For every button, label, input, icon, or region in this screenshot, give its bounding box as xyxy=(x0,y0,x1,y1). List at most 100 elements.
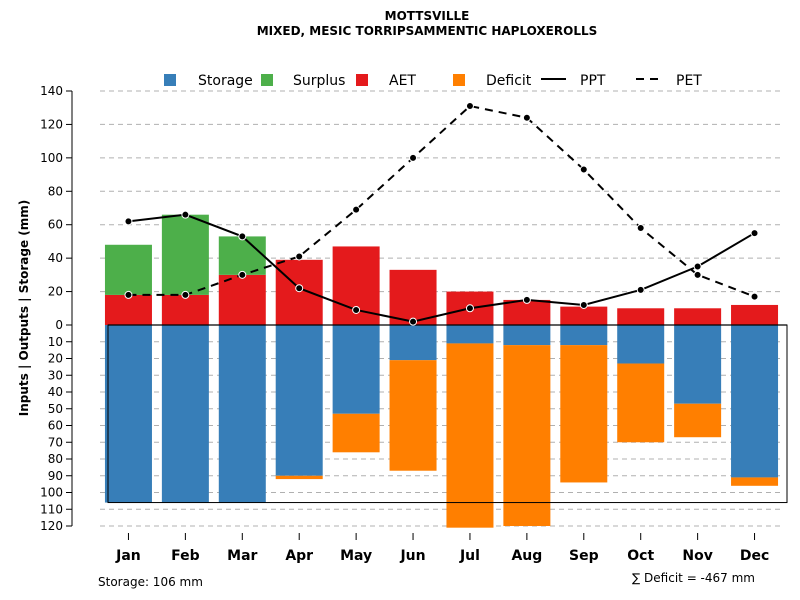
aet-bar xyxy=(161,294,209,325)
storage-bar xyxy=(104,325,152,503)
x-tick-label: Oct xyxy=(627,548,654,564)
bars xyxy=(104,214,788,528)
legend-swatch xyxy=(356,74,368,86)
ppt-point xyxy=(124,217,133,226)
ppt-point xyxy=(465,304,474,313)
legend-swatch xyxy=(453,74,465,86)
y-tick-label: 60 xyxy=(48,218,63,232)
ppt-point xyxy=(181,210,190,219)
aet-bar xyxy=(617,308,665,325)
pet-point xyxy=(636,224,645,233)
legend-label: Storage xyxy=(198,73,253,89)
y-tick-label: 30 xyxy=(48,368,63,382)
deficit-bar xyxy=(389,360,437,471)
pet-point xyxy=(352,205,361,214)
deficit-bar xyxy=(560,345,608,483)
surplus-bar xyxy=(104,244,152,295)
ppt-line xyxy=(128,213,756,323)
y-tick-label: 40 xyxy=(48,385,63,399)
aet-bar xyxy=(275,259,323,325)
x-tick-label: Mar xyxy=(227,548,257,564)
surplus-bar xyxy=(218,236,266,275)
storage-bar xyxy=(161,325,209,503)
y-tick-label: 70 xyxy=(48,435,63,449)
storage-note: Storage: 106 mm xyxy=(98,575,203,589)
deficit-note: ∑ Deficit = -467 mm xyxy=(632,571,755,585)
y-tick-label: 100 xyxy=(40,151,63,165)
storage-bar xyxy=(446,325,494,344)
y-tick-label: 40 xyxy=(48,251,63,265)
ppt-point xyxy=(579,300,588,309)
storage-bar xyxy=(275,325,323,476)
x-tick-label: Dec xyxy=(740,548,769,564)
ppt-point xyxy=(295,284,304,293)
storage-bar xyxy=(674,325,722,404)
surplus-bar xyxy=(161,214,209,295)
y-tick-label: 20 xyxy=(48,352,63,366)
legend-swatch xyxy=(164,74,176,86)
ppt-point xyxy=(693,262,702,271)
y-axis: 0 20 40 60 80 100 120 140 10 20 30 40 50 60 70 80 90 100 1… xyxy=(40,84,73,533)
x-tick-label: Apr xyxy=(285,548,313,564)
y-tick-label: 140 xyxy=(40,84,63,98)
aet-bar xyxy=(674,308,722,325)
pet-point xyxy=(522,113,531,122)
pet-point xyxy=(750,292,759,301)
legend-label: Surplus xyxy=(293,73,345,89)
aet-bar xyxy=(389,269,437,325)
chart-subtitle: MIXED, MESIC TORRIPSAMMENTIC HAPLOXEROLL… xyxy=(257,24,598,38)
x-tick-label: Nov xyxy=(682,548,712,564)
deficit-bar xyxy=(332,413,380,453)
pet-point xyxy=(409,153,418,162)
y-tick-label: 110 xyxy=(40,502,63,516)
x-tick-label: Jan xyxy=(115,548,141,564)
legend-label: PET xyxy=(676,73,702,89)
y-tick-label: 80 xyxy=(48,184,63,198)
deficit-bar xyxy=(731,477,779,486)
storage-bar xyxy=(389,325,437,361)
y-tick-label: 80 xyxy=(48,452,63,466)
ppt-point xyxy=(522,295,531,304)
x-tick-label: Jun xyxy=(399,548,425,564)
aet-bar xyxy=(218,274,266,325)
x-tick-label: May xyxy=(340,548,372,564)
y-axis-label: Inputs | Outputs | Storage (mm) xyxy=(17,200,31,417)
deficit-bar xyxy=(674,403,722,438)
deficit-bar xyxy=(275,475,323,480)
legend: Storage Surplus AET Deficit PPT PET xyxy=(164,73,702,89)
y-tick-label: 20 xyxy=(48,285,63,299)
pet-point xyxy=(295,252,304,261)
y-tick-label: 60 xyxy=(48,419,63,433)
deficit-bar xyxy=(503,345,551,526)
storage-bar xyxy=(731,325,779,478)
storage-bar xyxy=(503,325,551,346)
pet-point xyxy=(693,270,702,279)
deficit-bar xyxy=(446,343,494,528)
chart-title: MOTTSVILLE xyxy=(385,9,470,23)
pet-line xyxy=(128,104,755,298)
ppt-point xyxy=(238,232,247,241)
storage-bar xyxy=(332,325,380,414)
legend-label: Deficit xyxy=(486,73,532,89)
ppt-point xyxy=(409,317,418,326)
storage-bar xyxy=(218,325,266,503)
aet-bar xyxy=(560,306,608,325)
aet-bar xyxy=(503,299,551,325)
legend-label: AET xyxy=(389,73,416,89)
x-axis: Jan Feb Mar Apr May Jun Jul Aug Sep Oct Nov Dec xyxy=(115,533,769,564)
x-tick-label: Sep xyxy=(569,548,599,564)
y-tick-label: 50 xyxy=(48,402,63,416)
x-tick-label: Aug xyxy=(511,548,542,564)
ppt-point xyxy=(636,285,645,294)
aet-bar xyxy=(731,304,779,325)
ppt-point xyxy=(352,305,361,314)
x-tick-label: Feb xyxy=(171,548,200,564)
aet-bar xyxy=(104,294,152,325)
pet-point xyxy=(465,102,474,111)
storage-bar xyxy=(560,325,608,346)
legend-swatch xyxy=(261,74,273,86)
x-tick-label: Jul xyxy=(459,548,480,564)
y-tick-label: 100 xyxy=(40,486,63,500)
pet-point xyxy=(181,290,190,299)
